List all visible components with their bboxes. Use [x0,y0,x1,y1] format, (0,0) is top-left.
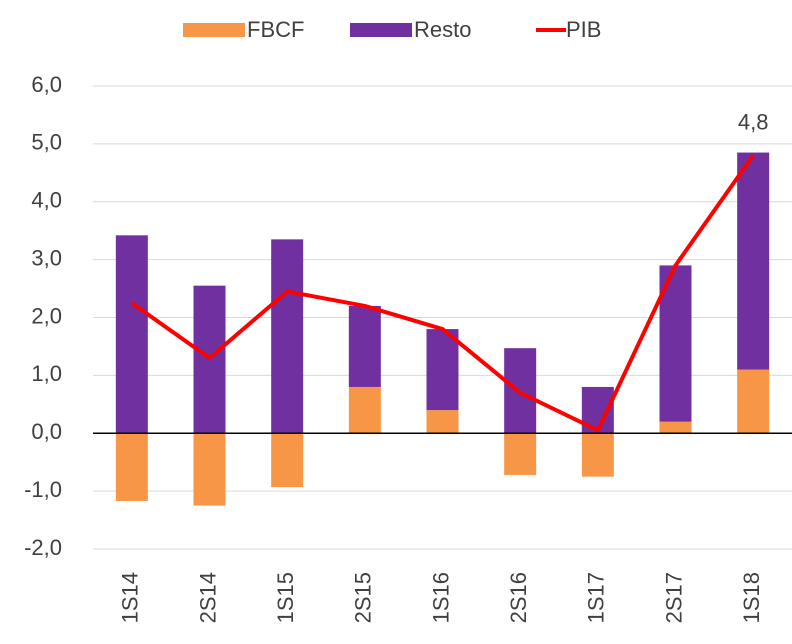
bar [659,421,692,434]
y-tick-label: -2,0 [24,535,62,560]
x-tick-label: 1S17 [584,572,609,623]
y-tick-label: 6,0 [31,72,62,97]
bar [737,369,770,434]
legend-label: FBCF [247,17,304,42]
bar [581,433,614,477]
x-tick-label: 1S15 [273,572,298,623]
bar [737,152,770,370]
y-tick-label: 2,0 [31,303,62,328]
y-tick-label: -1,0 [24,477,62,502]
bar [271,433,304,488]
x-tick-label: 2S16 [506,572,531,623]
bar [115,235,148,434]
bar [271,239,304,434]
bar [504,433,537,475]
y-tick-label: 3,0 [31,245,62,270]
x-tick-label: 2S14 [195,572,220,623]
x-tick-label: 2S17 [661,572,686,623]
x-tick-label: 1S18 [739,572,764,623]
bar [193,433,226,506]
bar [426,410,459,434]
bar [426,329,459,411]
y-tick-label: 4,0 [31,188,62,213]
x-tick-label: 2S15 [351,572,376,623]
data-label: 4,8 [738,109,769,134]
legend-label: Resto [414,17,471,42]
line [130,154,755,433]
y-tick-label: 1,0 [31,361,62,386]
bar [348,386,381,434]
bar [348,305,381,387]
y-tick-label: 0,0 [31,419,62,444]
y-tick-label: 5,0 [31,130,62,155]
x-tick-label: 1S14 [118,572,143,623]
legend-label: PIB [566,17,601,42]
bar [115,433,148,501]
legend-swatch [350,23,412,37]
x-tick-label: 1S16 [428,572,453,623]
legend-swatch [183,23,245,37]
